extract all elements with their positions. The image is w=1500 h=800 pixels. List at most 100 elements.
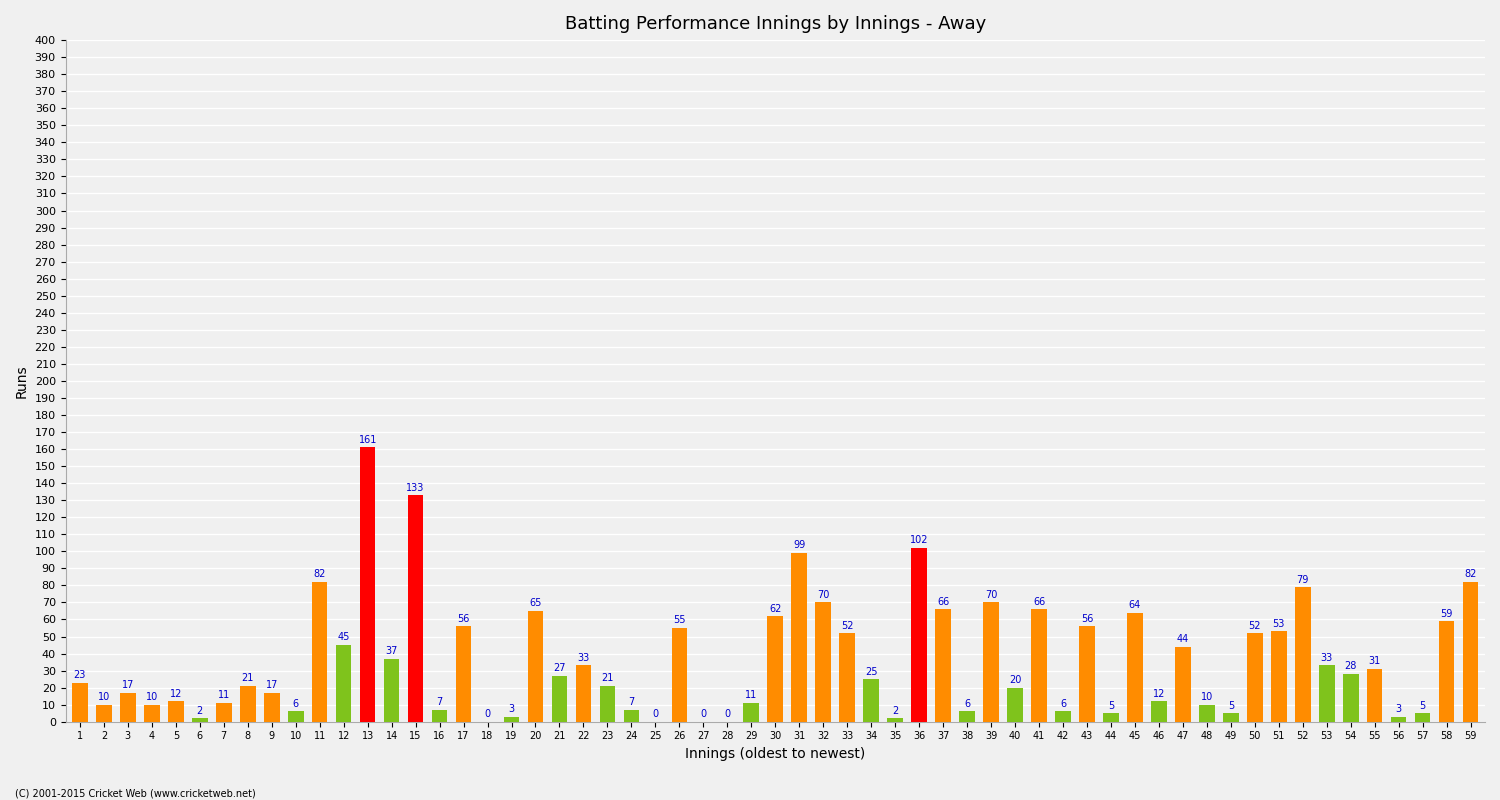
Text: 82: 82 [1464,570,1478,579]
Bar [936,610,951,722]
Text: 25: 25 [865,666,877,677]
Bar [1294,587,1311,722]
Text: 66: 66 [1034,597,1046,606]
Text: 10: 10 [146,692,158,702]
Text: 62: 62 [770,603,782,614]
Text: 33: 33 [578,653,590,663]
Text: 6: 6 [964,699,970,709]
Bar [216,703,231,722]
Text: 37: 37 [386,646,398,656]
Bar [1366,669,1383,722]
Text: 3: 3 [1395,704,1401,714]
Text: 17: 17 [266,680,278,690]
Text: 28: 28 [1344,662,1358,671]
Text: 133: 133 [406,482,424,493]
Text: 0: 0 [652,709,658,719]
Text: 10: 10 [1200,692,1214,702]
Bar [1222,714,1239,722]
Text: 161: 161 [358,435,376,445]
Bar [552,676,567,722]
Bar [624,710,639,722]
Text: 31: 31 [1368,656,1382,666]
Bar [1198,705,1215,722]
Bar [288,711,303,722]
Bar [1438,621,1455,722]
Text: 0: 0 [484,709,490,719]
Bar [360,447,375,722]
Text: 52: 52 [1248,621,1262,630]
Text: 102: 102 [910,535,928,546]
Text: 6: 6 [1060,699,1066,709]
Text: 59: 59 [1440,609,1454,618]
Text: 0: 0 [724,709,730,719]
Bar [168,702,183,722]
Text: 64: 64 [1130,600,1142,610]
Bar [192,718,207,722]
Text: 21: 21 [242,674,254,683]
Bar [792,553,807,722]
Bar [960,711,975,722]
Bar [384,658,399,722]
Bar [864,679,879,722]
Bar [312,582,327,722]
Bar [432,710,447,722]
Text: 12: 12 [170,689,182,698]
Bar [336,645,351,722]
X-axis label: Innings (oldest to newest): Innings (oldest to newest) [686,747,865,761]
Text: (C) 2001-2015 Cricket Web (www.cricketweb.net): (C) 2001-2015 Cricket Web (www.cricketwe… [15,788,255,798]
Bar [1342,674,1359,722]
Text: 70: 70 [986,590,998,600]
Bar [120,693,135,722]
Text: 65: 65 [530,598,542,609]
Text: 56: 56 [458,614,470,624]
Text: 53: 53 [1272,619,1286,629]
Text: 27: 27 [554,663,566,673]
Bar [672,628,687,722]
Bar [264,693,279,722]
Bar [504,717,519,722]
Bar [96,705,111,722]
Text: 10: 10 [98,692,109,702]
Bar [1390,717,1407,722]
Bar [816,602,831,722]
Text: 21: 21 [602,674,613,683]
Text: 70: 70 [818,590,830,600]
Bar [456,626,471,722]
Text: 12: 12 [1152,689,1166,698]
Bar [1462,582,1479,722]
Bar [912,548,927,722]
Bar [1174,646,1191,722]
Text: 11: 11 [746,690,758,701]
Bar [600,686,615,722]
Bar [1414,714,1431,722]
Text: 3: 3 [509,704,515,714]
Text: 99: 99 [794,541,806,550]
Bar [1102,714,1119,722]
Y-axis label: Runs: Runs [15,364,28,398]
Bar [1246,633,1263,722]
Text: 7: 7 [628,698,634,707]
Bar [984,602,999,722]
Bar [1150,702,1167,722]
Bar [72,682,87,722]
Text: 11: 11 [217,690,229,701]
Text: 2: 2 [196,706,202,716]
Text: 56: 56 [1082,614,1094,624]
Text: 82: 82 [314,570,326,579]
Text: 5: 5 [1419,701,1426,710]
Bar [576,666,591,722]
Bar [528,611,543,722]
Bar [1318,666,1335,722]
Title: Batting Performance Innings by Innings - Away: Batting Performance Innings by Innings -… [564,15,986,33]
Text: 79: 79 [1296,574,1310,585]
Text: 33: 33 [1320,653,1334,663]
Bar [768,616,783,722]
Text: 45: 45 [338,633,350,642]
Bar [1007,688,1023,722]
Bar [1030,610,1047,722]
Bar [888,718,903,722]
Text: 0: 0 [700,709,706,719]
Text: 52: 52 [842,621,854,630]
Text: 7: 7 [436,698,442,707]
Bar [1078,626,1095,722]
